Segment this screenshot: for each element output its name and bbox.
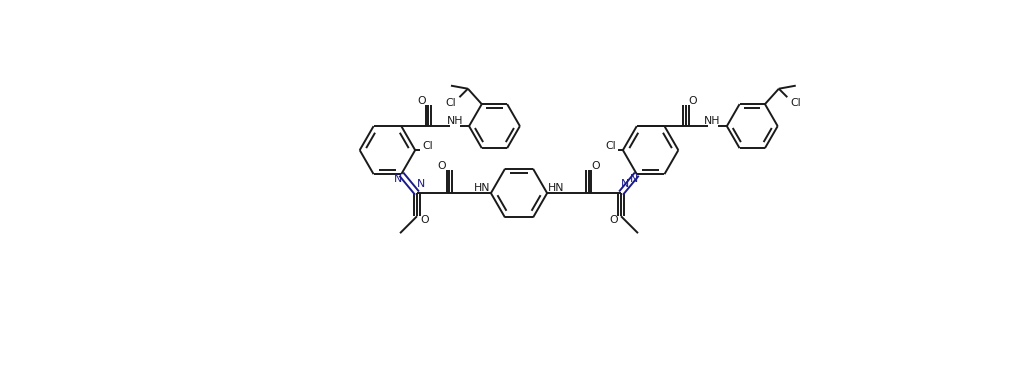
Text: N: N [418,178,426,188]
Text: O: O [417,96,426,106]
Text: NH: NH [704,116,721,126]
Text: O: O [610,216,618,226]
Text: Cl: Cl [423,141,433,151]
Text: O: O [438,161,446,171]
Text: N: N [621,178,629,188]
Text: Cl: Cl [445,98,456,108]
Text: O: O [688,96,697,106]
Text: O: O [592,161,600,171]
Text: Cl: Cl [604,141,616,151]
Text: N: N [394,174,402,184]
Text: N: N [630,174,638,184]
Text: Cl: Cl [790,98,801,108]
Text: HN: HN [548,183,565,193]
Text: O: O [420,216,429,226]
Text: HN: HN [474,183,490,193]
Text: NH: NH [446,116,464,126]
